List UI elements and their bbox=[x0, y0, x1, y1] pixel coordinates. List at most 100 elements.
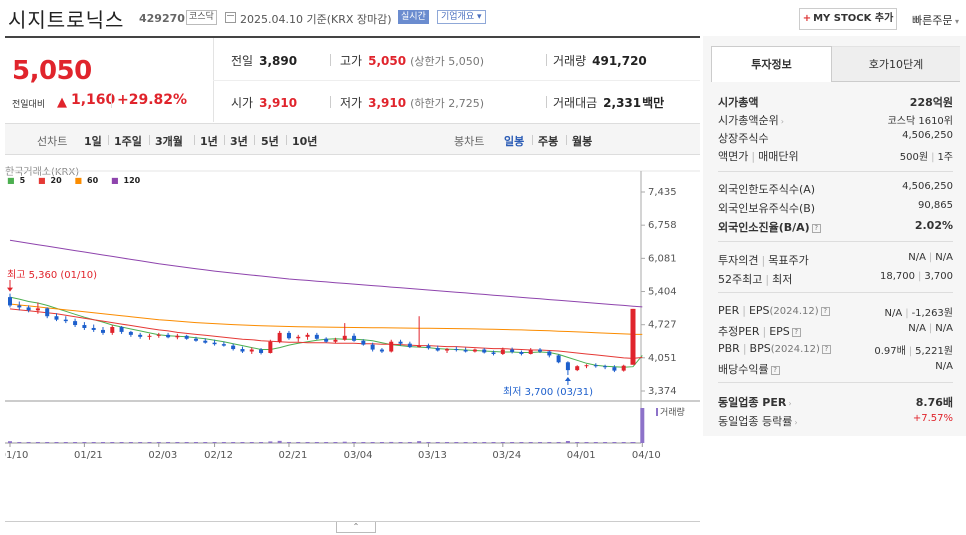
x-tick-label: 01/10 bbox=[5, 450, 28, 461]
volume-bar bbox=[435, 442, 440, 443]
market-cap-row: 시가총액 228억원 bbox=[718, 94, 953, 110]
market-badge: 코스닥 bbox=[186, 10, 217, 25]
sector-rate-row[interactable]: 동일업종 등락률 › +7.57% bbox=[718, 413, 953, 429]
company-name: 시지트로닉스 bbox=[8, 8, 125, 32]
foreign-hold-row: 외국인보유주식수(B) 90,865 bbox=[718, 200, 953, 216]
per-eps-row: PER | EPS(2024.12)? N/A | -1,263원 bbox=[718, 304, 953, 319]
tab-investment-info[interactable]: 투자정보 bbox=[711, 46, 832, 82]
collapse-button[interactable]: ⌃ bbox=[336, 522, 376, 533]
volume-bar bbox=[575, 442, 580, 443]
candle-body bbox=[231, 345, 236, 350]
help-icon[interactable]: ? bbox=[811, 224, 821, 233]
divider bbox=[286, 135, 287, 145]
y-tick-label: 6,758 bbox=[648, 220, 677, 231]
change-percent: +29.82% bbox=[117, 92, 188, 108]
candle-body bbox=[547, 351, 552, 356]
candle-body bbox=[193, 338, 198, 341]
info-body: 시가총액 228억원 시가총액순위 › 코스닥 1610위 상장주식수 4,506,25… bbox=[711, 82, 960, 436]
candle-body bbox=[54, 316, 59, 320]
x-tick-label: 03/04 bbox=[344, 450, 373, 461]
open-value: 3,910 bbox=[259, 96, 298, 110]
help-icon[interactable]: ? bbox=[821, 345, 831, 354]
help-icon[interactable]: ? bbox=[770, 366, 780, 375]
volume-bar bbox=[82, 442, 87, 443]
par-label: 액면가 bbox=[718, 150, 749, 163]
candle-body bbox=[221, 344, 226, 346]
candle-body bbox=[45, 308, 50, 317]
sector-per-value: 8.76배 bbox=[915, 396, 953, 409]
candle-body bbox=[482, 349, 487, 353]
prev-close-label: 전일 bbox=[231, 54, 254, 68]
my-stock-add-button[interactable]: + MY STOCK 추가 bbox=[799, 8, 897, 30]
volume-bar bbox=[417, 441, 422, 443]
candle-body bbox=[110, 327, 115, 333]
x-tick-label: 04/01 bbox=[567, 450, 596, 461]
period-1y[interactable]: 1년 bbox=[200, 135, 218, 148]
candle-chart-label: 봉차트 bbox=[454, 135, 485, 148]
low-arrowhead bbox=[564, 377, 571, 382]
chevron-down-icon: ▾ bbox=[952, 17, 960, 26]
prev-close-value: 3,890 bbox=[259, 54, 298, 68]
period-1w[interactable]: 1주일 bbox=[114, 135, 142, 148]
volume-bar bbox=[128, 442, 133, 443]
quick-order-button[interactable]: 빠른주문 ▾ bbox=[912, 12, 959, 28]
realtime-button[interactable]: 실시간 bbox=[398, 10, 429, 24]
help-icon[interactable]: ? bbox=[820, 307, 830, 316]
x-tick-label: 02/03 bbox=[148, 450, 177, 461]
candle-body bbox=[147, 335, 152, 337]
period-selector: 선차트 1일 1주일 3개월 1년 3년 5년 10년 봉차트 일봉 주봉 월봉 bbox=[5, 123, 700, 155]
period-10y[interactable]: 10년 bbox=[292, 135, 318, 148]
period-5y[interactable]: 5년 bbox=[261, 135, 279, 148]
divider bbox=[566, 135, 567, 145]
volume-bar bbox=[63, 442, 68, 443]
divider bbox=[718, 292, 953, 293]
current-price: 5,050 bbox=[12, 56, 92, 86]
high-price: 고가 5,050 (상한가 5,050) bbox=[340, 52, 484, 69]
help-icon[interactable]: ? bbox=[791, 328, 801, 337]
volume-bar bbox=[277, 440, 282, 443]
shares-row: 상장주식수 4,506,250 bbox=[718, 130, 953, 146]
volume-bar bbox=[612, 442, 617, 443]
candle-monthly[interactable]: 월봉 bbox=[572, 135, 593, 148]
foreign-limit-value: 4,506,250 bbox=[902, 181, 953, 192]
ma60-line bbox=[9, 303, 643, 335]
tab-order-book[interactable]: 호가10단계 bbox=[832, 46, 960, 82]
period-1d[interactable]: 1일 bbox=[84, 135, 102, 148]
y-tick-label: 7,435 bbox=[648, 187, 677, 198]
period-3m[interactable]: 3개월 bbox=[155, 135, 183, 148]
volume-bar bbox=[286, 442, 291, 443]
candle-body bbox=[286, 332, 291, 339]
volume-bar bbox=[361, 442, 366, 443]
eps-label: EPS bbox=[748, 304, 770, 317]
sector-per-row[interactable]: 동일업종 PER › 8.76배 bbox=[718, 394, 953, 410]
x-tick-label: 03/13 bbox=[418, 450, 447, 461]
volume-bar bbox=[259, 442, 264, 443]
market-cap-label: 시가총액 bbox=[718, 96, 759, 109]
upper-limit: (상한가 5,050) bbox=[410, 55, 484, 68]
volume-bar bbox=[249, 442, 254, 443]
candle-body bbox=[463, 350, 468, 352]
period-3y[interactable]: 3년 bbox=[230, 135, 248, 148]
candle-body bbox=[119, 327, 124, 332]
par-unit-value: 500원 | 1주 bbox=[899, 152, 953, 163]
prev-close: 전일 3,890 bbox=[231, 52, 297, 69]
stock-chart[interactable]: 한국거래소(KRX) ■ 5 ■ 20 ■ 60 ■ 120 7,435 6,758 6,0… bbox=[5, 163, 700, 463]
sector-rate-label: 동일업종 등락률 bbox=[718, 415, 793, 428]
ma20-legend: ■ 20 bbox=[37, 176, 62, 185]
chevron-right-icon: › bbox=[788, 399, 792, 408]
candle-body bbox=[528, 349, 533, 354]
candle-weekly[interactable]: 주봉 bbox=[538, 135, 559, 148]
candle-daily[interactable]: 일봉 bbox=[504, 135, 525, 148]
candle-body bbox=[249, 349, 254, 352]
volume-bar bbox=[370, 442, 375, 443]
company-overview-button[interactable]: 기업개요 ▾ bbox=[437, 10, 486, 24]
trade-amount: 거래대금 2,331백만 bbox=[553, 94, 664, 111]
volume-bar bbox=[305, 442, 310, 443]
low-price: 저가 3,910 (하한가 2,725) bbox=[340, 94, 484, 111]
amount-label: 거래대금 bbox=[553, 96, 598, 110]
my-stock-label: MY STOCK 추가 bbox=[813, 13, 894, 24]
chevron-right-icon: › bbox=[780, 117, 784, 126]
pbr-bps-row: PBR | BPS(2024.12)? 0.97배 | 5,221원 bbox=[718, 342, 953, 357]
candle-body bbox=[82, 325, 87, 328]
divider bbox=[254, 135, 255, 145]
